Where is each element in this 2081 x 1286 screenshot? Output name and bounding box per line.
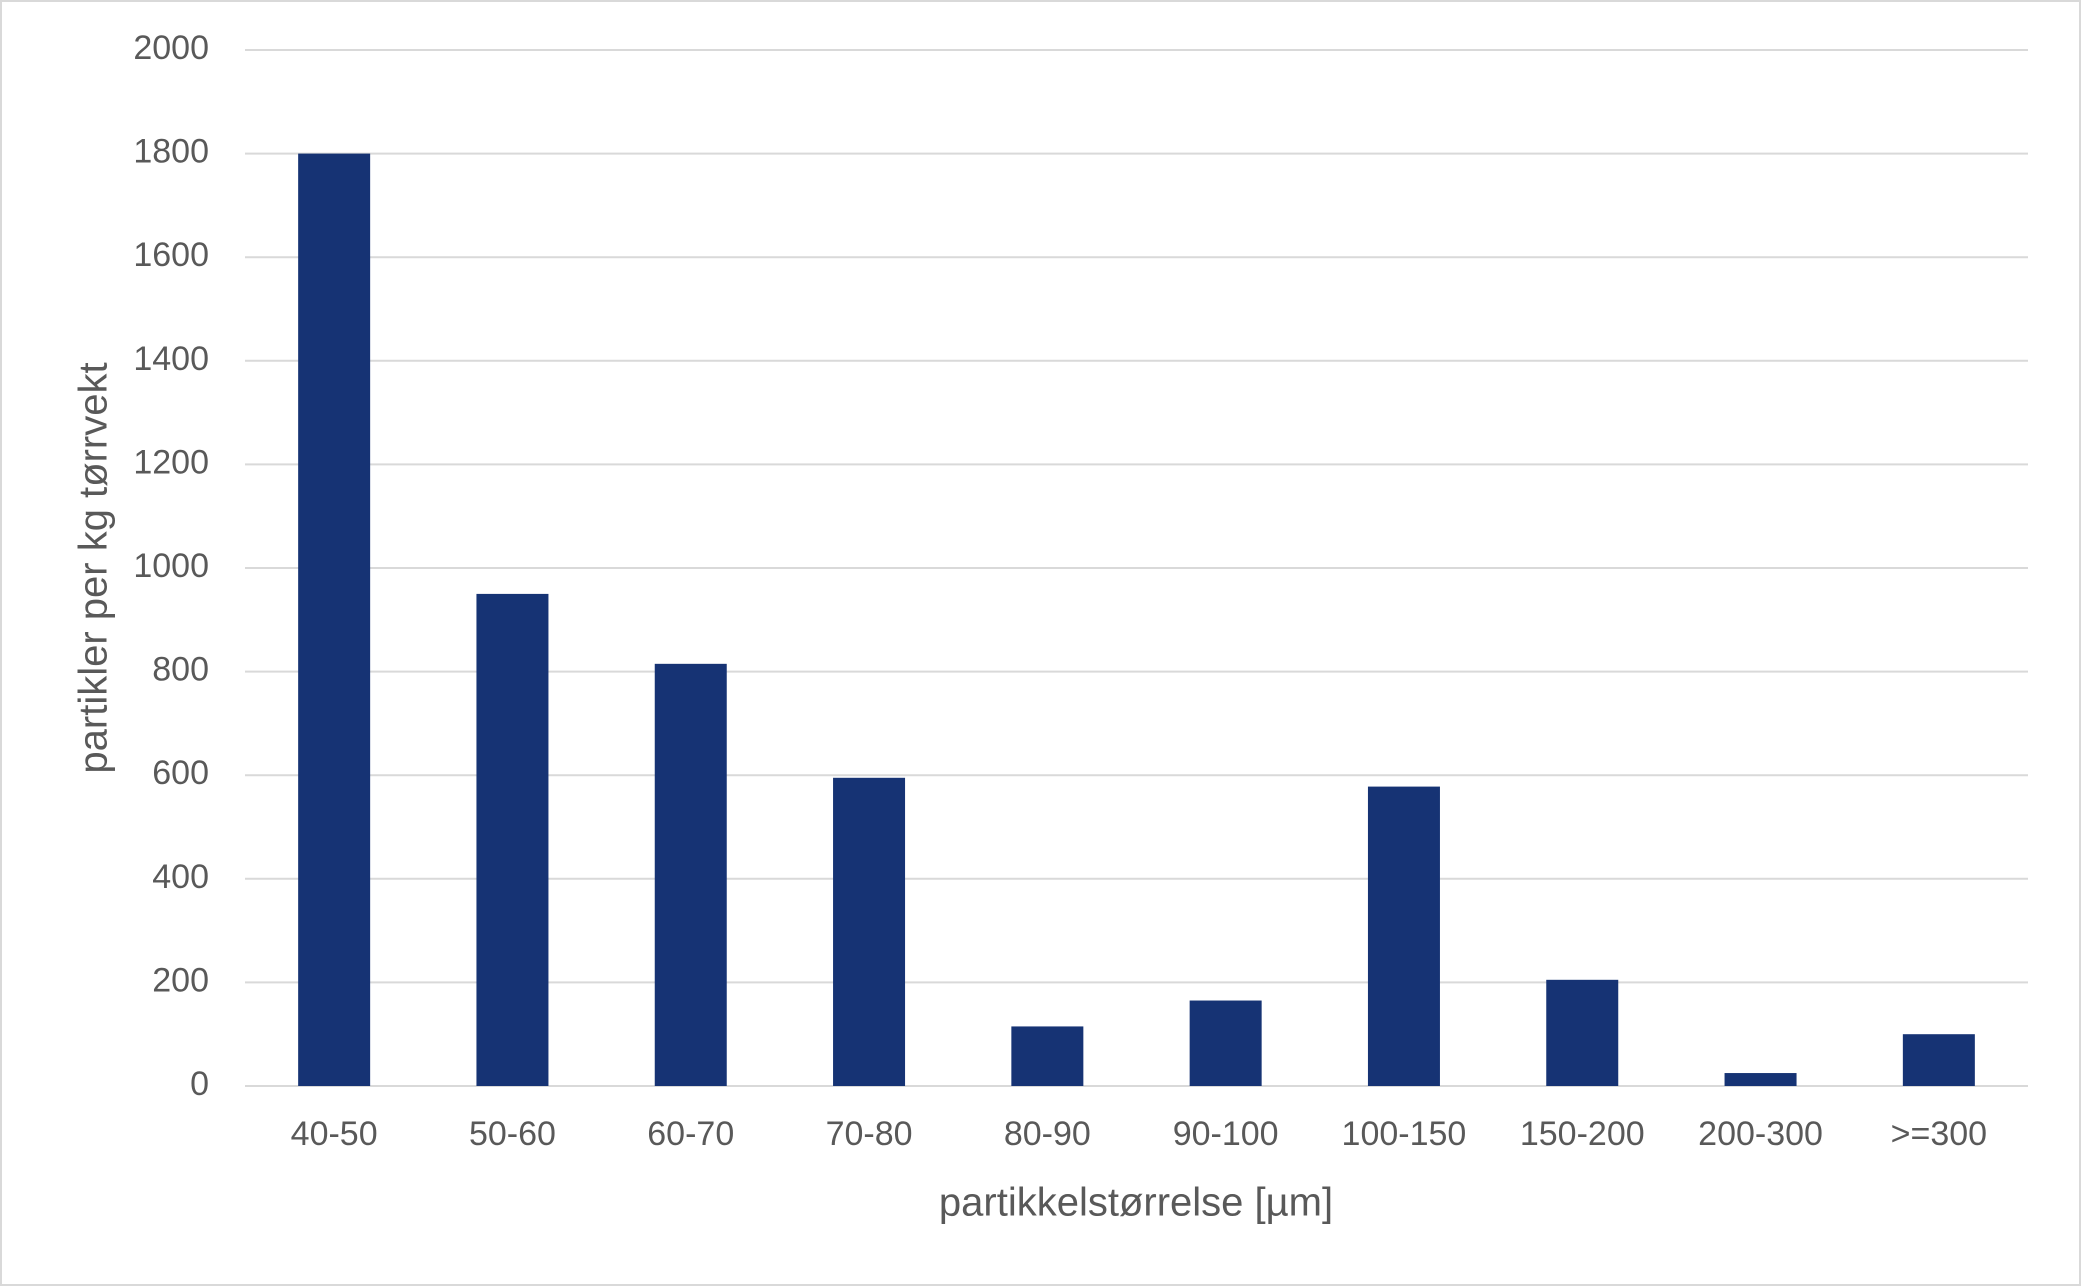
bar bbox=[833, 777, 906, 1086]
x-tick-label: 90-100 bbox=[1173, 1115, 1279, 1153]
x-tick-label: >=300 bbox=[1891, 1115, 1987, 1153]
bar bbox=[476, 593, 549, 1086]
y-tick-label: 400 bbox=[152, 858, 209, 896]
y-tick-label: 0 bbox=[190, 1065, 209, 1103]
bar bbox=[1546, 979, 1619, 1086]
y-axis-title: partikler per kg tørrvekt bbox=[72, 362, 116, 773]
y-tick-label: 200 bbox=[152, 961, 209, 999]
y-tick-label: 1200 bbox=[133, 443, 209, 481]
y-tick-label: 600 bbox=[152, 754, 209, 792]
x-tick-label: 60-70 bbox=[647, 1115, 734, 1153]
x-tick-label: 200-300 bbox=[1698, 1115, 1823, 1153]
y-tick-label: 2000 bbox=[133, 29, 209, 67]
y-tick-label: 800 bbox=[152, 651, 209, 689]
x-axis-title: partikkelstørrelse [µm] bbox=[939, 1181, 1333, 1225]
bar bbox=[1367, 786, 1440, 1086]
x-tick-label: 50-60 bbox=[469, 1115, 556, 1153]
bar bbox=[1189, 1000, 1262, 1086]
y-tick-label: 1400 bbox=[133, 340, 209, 378]
x-tick-label: 40-50 bbox=[291, 1115, 378, 1153]
bar bbox=[654, 663, 727, 1086]
y-tick-label: 1000 bbox=[133, 547, 209, 585]
x-tick-label: 70-80 bbox=[826, 1115, 913, 1153]
x-tick-label: 80-90 bbox=[1004, 1115, 1091, 1153]
bar bbox=[1902, 1034, 1975, 1086]
bar bbox=[1011, 1026, 1084, 1086]
x-tick-label: 100-150 bbox=[1342, 1115, 1467, 1153]
x-tick-label: 150-200 bbox=[1520, 1115, 1645, 1153]
y-tick-label: 1600 bbox=[133, 236, 209, 274]
y-tick-label: 1800 bbox=[133, 133, 209, 171]
bar bbox=[298, 153, 371, 1087]
bar bbox=[1724, 1073, 1797, 1086]
